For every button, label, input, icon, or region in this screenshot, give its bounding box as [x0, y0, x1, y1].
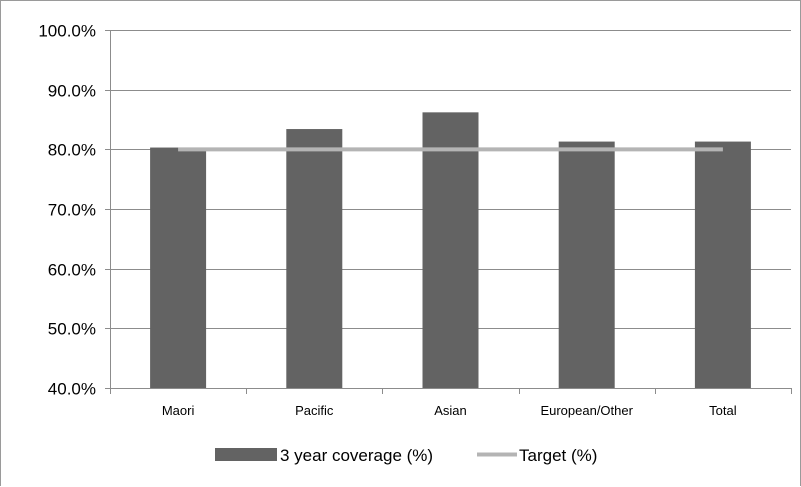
bar-maori — [150, 147, 207, 388]
y-axis-ticks: 100.0% 90.0% 80.0% 70.0% 60.0% 50.0% 40.0% — [38, 22, 110, 399]
y-tick-label: 40.0% — [48, 380, 96, 399]
x-axis-labels: Maori Pacific Asian European/Other Total — [162, 403, 737, 418]
legend-label-coverage: 3 year coverage (%) — [280, 446, 433, 465]
y-tick-label: 80.0% — [48, 141, 96, 160]
bar-pacific — [286, 129, 343, 388]
x-tick-label: Maori — [162, 403, 195, 418]
bar-european-other — [558, 141, 615, 388]
y-tick-label: 70.0% — [48, 201, 96, 220]
y-tick-label: 100.0% — [38, 22, 96, 41]
y-tick-label: 60.0% — [48, 261, 96, 280]
x-axis — [110, 30, 792, 394]
legend-label-target: Target (%) — [519, 446, 597, 465]
bar-asian — [422, 112, 479, 388]
x-tick-label: Total — [709, 403, 737, 418]
bar-series — [150, 112, 751, 388]
x-tick-label: Asian — [434, 403, 467, 418]
x-tick-label: Pacific — [295, 403, 334, 418]
legend: 3 year coverage (%) Target (%) — [215, 446, 597, 465]
legend-swatch-coverage — [215, 448, 277, 461]
y-tick-label: 90.0% — [48, 82, 96, 101]
bar-total — [694, 141, 751, 388]
x-tick-label: European/Other — [540, 403, 633, 418]
y-tick-label: 50.0% — [48, 320, 96, 339]
